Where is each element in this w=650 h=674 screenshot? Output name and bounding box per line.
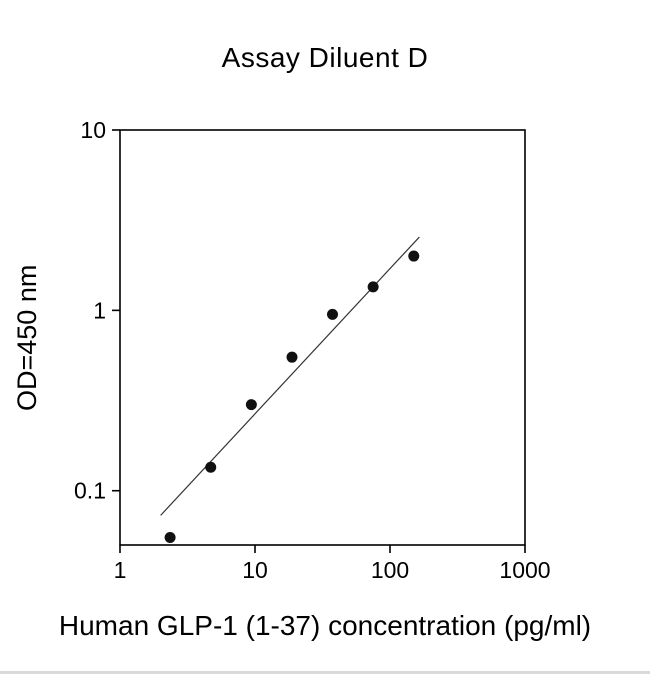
- fit-line: [160, 236, 420, 516]
- bottom-divider: [0, 671, 650, 674]
- data-point: [164, 532, 176, 544]
- data-point: [245, 399, 257, 411]
- data-point: [326, 308, 338, 320]
- y-tick-label: 10: [80, 117, 106, 143]
- x-axis-label: Human GLP-1 (1-37) concentration (pg/ml): [58, 610, 592, 641]
- plot-border: [119, 129, 526, 546]
- data-point: [205, 461, 217, 473]
- data-point: [367, 281, 379, 293]
- x-tick-label: 1000: [499, 557, 550, 583]
- y-tick-label: 1: [93, 297, 106, 323]
- x-tick-label: 100: [371, 557, 409, 583]
- data-point: [408, 250, 420, 262]
- data-point: [286, 351, 298, 363]
- chart-title: Assay Diluent D: [221, 42, 429, 73]
- x-tick-label: 10: [242, 557, 268, 583]
- y-tick-label: 0.1: [74, 478, 106, 504]
- x-tick-label: 1: [114, 557, 127, 583]
